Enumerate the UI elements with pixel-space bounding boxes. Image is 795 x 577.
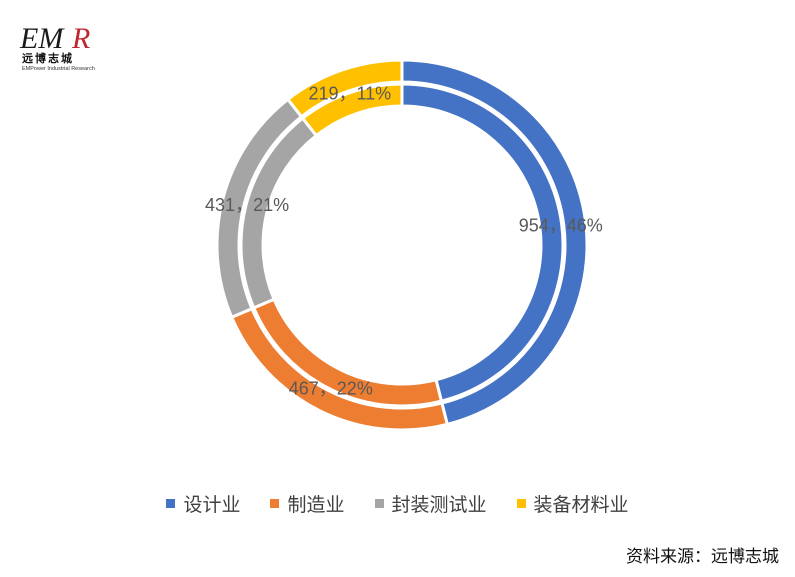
legend-label: 装备材料业 (533, 494, 629, 516)
legend-swatch (270, 499, 280, 508)
logo-mark-r: R (71, 22, 90, 55)
legend-swatch (516, 499, 526, 508)
data-label-3: 219，11% (308, 84, 391, 104)
logo-english-name: EMPower Industrial Research (22, 66, 95, 72)
data-label-1: 467，22% (289, 378, 373, 398)
legend-item-3: 装备材料业 (516, 490, 629, 517)
ring1-slice-3 (285, 58, 404, 119)
logo-chinese-name: 远博志城 (22, 51, 74, 65)
legend-item-0: 设计业 (166, 490, 240, 517)
chart-legend: 设计业 制造业 封装测试业 装备材料业 (0, 490, 795, 517)
doughnut-chart: 954，46% 467，22% 431，21% 219，11% (205, 58, 603, 432)
source-note: 资料来源：远博志城 (626, 547, 779, 567)
doughnut-rings (215, 58, 589, 432)
emr-logo: EM R 远博志城 EMPower Industrial Research (19, 22, 95, 72)
legend-label: 封装测试业 (391, 494, 487, 516)
legend-item-1: 制造业 (270, 490, 345, 517)
legend-item-2: 封装测试业 (374, 490, 487, 517)
data-labels: 954，46% 467，22% 431，21% 219，11% (205, 84, 603, 399)
legend-swatch (374, 499, 384, 508)
logo-mark-em: EM (19, 22, 65, 55)
ring2-slice-3 (300, 82, 404, 138)
legend-label: 设计业 (183, 494, 241, 516)
legend-label: 制造业 (287, 494, 345, 516)
data-label-0: 954，46% (519, 215, 603, 235)
legend-swatch (166, 499, 176, 508)
data-label-2: 431，21% (205, 195, 289, 215)
